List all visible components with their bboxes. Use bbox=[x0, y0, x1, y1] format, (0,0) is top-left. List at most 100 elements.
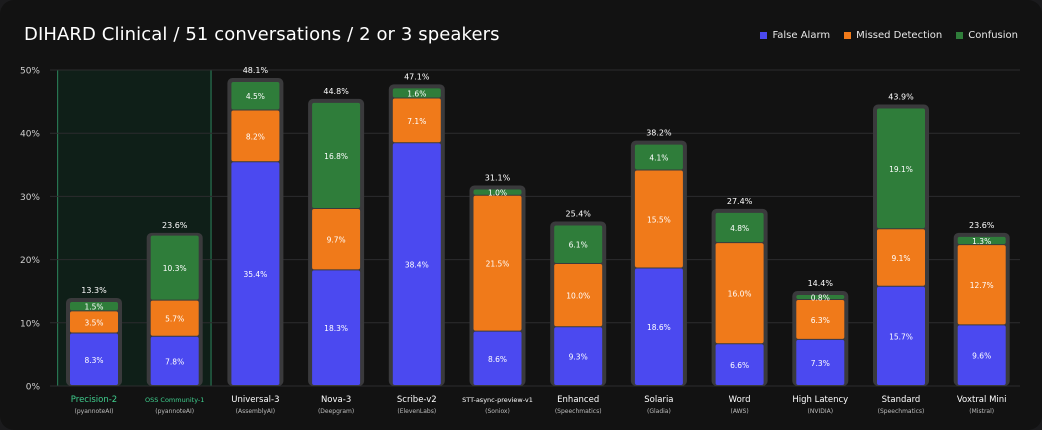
segment-value-label: 9.6% bbox=[972, 352, 991, 361]
bar-segment bbox=[473, 331, 522, 385]
bar-segment bbox=[715, 344, 764, 385]
segment-value-label: 3.5% bbox=[84, 318, 103, 327]
segment-value-label: 9.3% bbox=[569, 353, 588, 362]
segment-value-label: 6.6% bbox=[730, 361, 749, 370]
category-label: Word bbox=[729, 395, 751, 405]
legend-swatch-false-alarm bbox=[760, 32, 768, 39]
segment-value-label: 8.6% bbox=[488, 355, 507, 364]
bar-segment bbox=[70, 301, 118, 311]
segment-value-label: 4.8% bbox=[730, 224, 749, 233]
total-label: 48.1% bbox=[243, 66, 269, 75]
legend: False Alarm Missed Detection Confusion bbox=[760, 30, 1018, 41]
total-label: 31.1% bbox=[485, 173, 511, 182]
total-label: 43.9% bbox=[888, 93, 914, 102]
total-label: 44.8% bbox=[323, 87, 349, 96]
legend-item-confusion: Confusion bbox=[956, 30, 1018, 41]
y-tick-label: 40% bbox=[20, 130, 40, 140]
y-tick-label: 20% bbox=[20, 256, 40, 266]
segment-value-label: 1.6% bbox=[407, 89, 426, 98]
segment-value-label: 7.1% bbox=[407, 117, 426, 126]
provider-label: (pyannoteAI) bbox=[75, 408, 114, 415]
bar-segment bbox=[715, 243, 764, 344]
legend-swatch-missed-detection bbox=[844, 32, 852, 39]
segment-value-label: 7.3% bbox=[811, 359, 830, 368]
category-label: Solaria bbox=[644, 395, 673, 405]
provider-label: (Mistral) bbox=[969, 408, 994, 415]
bar-segment bbox=[634, 170, 683, 268]
bar-segment bbox=[312, 270, 361, 385]
segment-value-label: 38.4% bbox=[405, 261, 429, 270]
segment-value-label: 9.7% bbox=[327, 236, 346, 245]
category-label: STT-async-preview-v1 bbox=[462, 396, 533, 404]
bar-segment bbox=[392, 88, 441, 98]
bar-segment bbox=[634, 268, 683, 385]
category-label: Enhanced bbox=[557, 395, 599, 405]
bar-segment bbox=[877, 286, 925, 385]
bar-segment bbox=[877, 229, 925, 286]
bar-segment bbox=[715, 212, 764, 243]
provider-label: (Gladia) bbox=[647, 408, 671, 415]
bar-segment bbox=[554, 327, 603, 385]
total-label: 38.2% bbox=[646, 129, 672, 138]
segment-value-label: 5.7% bbox=[165, 315, 184, 324]
total-label: 47.1% bbox=[404, 72, 430, 81]
segment-value-label: 15.7% bbox=[889, 332, 913, 341]
segment-value-label: 9.1% bbox=[891, 254, 910, 263]
segment-value-label: 7.8% bbox=[165, 357, 184, 366]
category-label: Precision-2 bbox=[71, 395, 117, 405]
bar-segment bbox=[554, 264, 603, 327]
provider-label: (pyannoteAI) bbox=[155, 408, 194, 415]
bar-segment bbox=[796, 300, 845, 339]
bar-segment bbox=[392, 98, 441, 143]
segment-value-label: 21.5% bbox=[486, 260, 510, 269]
bar-segment bbox=[312, 209, 361, 270]
bar-segment bbox=[473, 195, 522, 331]
bar-segment bbox=[957, 245, 1006, 325]
segment-value-label: 8.2% bbox=[246, 132, 265, 141]
chart-title: DIHARD Clinical / 51 conversations / 2 o… bbox=[24, 24, 500, 45]
provider-label: (Deepgram) bbox=[318, 408, 354, 415]
provider-label: (NVIDIA) bbox=[808, 408, 834, 415]
bar-segment bbox=[392, 143, 441, 385]
category-label: Universal-3 bbox=[231, 395, 279, 405]
bar-segment bbox=[957, 236, 1006, 245]
bar-segment bbox=[877, 108, 925, 229]
bar-segment bbox=[957, 325, 1006, 385]
total-label: 13.3% bbox=[81, 286, 107, 295]
y-tick-label: 10% bbox=[20, 319, 40, 329]
segment-value-label: 16.0% bbox=[728, 290, 752, 299]
provider-label: (Speechmatics) bbox=[555, 408, 602, 415]
segment-value-label: 0.8% bbox=[811, 294, 830, 303]
total-label: 23.6% bbox=[969, 221, 995, 230]
segment-value-label: 16.8% bbox=[324, 152, 348, 161]
bar-segment bbox=[150, 300, 199, 336]
category-label: Voxtral Mini bbox=[957, 395, 1007, 405]
legend-swatch-confusion bbox=[956, 32, 964, 39]
provider-label: (Soniox) bbox=[485, 408, 510, 415]
legend-label-false-alarm: False Alarm bbox=[772, 30, 831, 41]
legend-item-false-alarm: False Alarm bbox=[760, 30, 830, 41]
total-label: 14.4% bbox=[808, 279, 834, 288]
bar-segment bbox=[312, 102, 361, 209]
bar-segment bbox=[634, 144, 683, 170]
total-label: 23.6% bbox=[162, 221, 188, 230]
provider-label: (AWS) bbox=[730, 408, 748, 415]
total-label: 27.4% bbox=[727, 197, 753, 206]
segment-value-label: 4.1% bbox=[649, 154, 668, 163]
segment-value-label: 12.7% bbox=[970, 281, 994, 290]
segment-value-label: 1.5% bbox=[84, 303, 103, 312]
bar-segment bbox=[150, 235, 199, 300]
segment-value-label: 1.0% bbox=[488, 189, 507, 198]
provider-label: (AssemblyAI) bbox=[236, 408, 275, 415]
bar-segment bbox=[796, 294, 845, 300]
y-tick-label: 0% bbox=[26, 383, 41, 393]
bar-segment bbox=[70, 311, 118, 333]
bar-segment bbox=[70, 333, 118, 385]
bar-segment bbox=[231, 110, 280, 162]
total-label: 25.4% bbox=[565, 209, 591, 218]
segment-value-label: 6.3% bbox=[811, 316, 830, 325]
bar-segment bbox=[554, 225, 603, 264]
provider-label: (ElevenLabs) bbox=[397, 408, 436, 415]
